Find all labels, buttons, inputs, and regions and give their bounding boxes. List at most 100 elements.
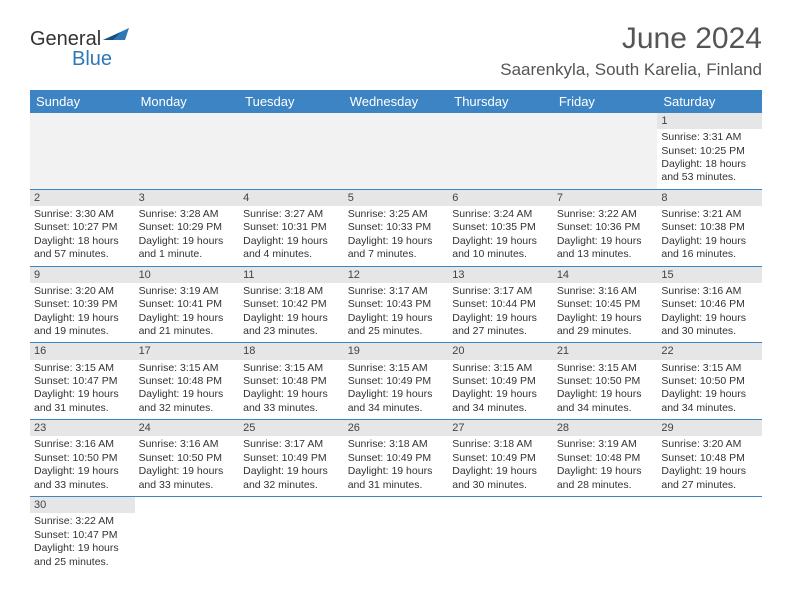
daylight-text: Daylight: 19 hours and 10 minutes. [452, 235, 549, 262]
sunset-text: Sunset: 10:33 PM [348, 221, 445, 234]
calendar-cell: 24Sunrise: 3:16 AMSunset: 10:50 PMDaylig… [135, 420, 240, 497]
day-number: 5 [344, 190, 449, 206]
sunrise-text: Sunrise: 3:16 AM [139, 438, 236, 451]
sunset-text: Sunset: 10:29 PM [139, 221, 236, 234]
calendar-cell: 6Sunrise: 3:24 AMSunset: 10:35 PMDayligh… [448, 189, 553, 266]
day-header: Friday [553, 90, 658, 113]
daylight-text: Daylight: 19 hours and 32 minutes. [139, 388, 236, 415]
title-block: June 2024 Saarenkyla, South Karelia, Fin… [500, 22, 762, 80]
calendar-cell [239, 497, 344, 573]
daylight-text: Daylight: 19 hours and 21 minutes. [139, 312, 236, 339]
day-header: Thursday [448, 90, 553, 113]
calendar-cell: 3 Sunrise: 3:28 AMSunset: 10:29 PMDayligh… [135, 189, 240, 266]
day-number: 18 [239, 343, 344, 359]
daylight-text: Daylight: 19 hours and 27 minutes. [452, 312, 549, 339]
calendar-cell [344, 497, 449, 573]
day-number: 3 [135, 190, 240, 206]
location: Saarenkyla, South Karelia, Finland [500, 60, 762, 80]
sunrise-text: Sunrise: 3:25 AM [348, 208, 445, 221]
calendar-table: Sunday Monday Tuesday Wednesday Thursday… [30, 90, 762, 573]
sunset-text: Sunset: 10:42 PM [243, 298, 340, 311]
day-number: 6 [448, 190, 553, 206]
sunset-text: Sunset: 10:47 PM [34, 529, 131, 542]
sunset-text: Sunset: 10:50 PM [557, 375, 654, 388]
calendar-cell: 10 Sunrise: 3:19 AMSunset: 10:41 PMDaylig… [135, 266, 240, 343]
sunrise-text: Sunrise: 3:15 AM [139, 362, 236, 375]
calendar-cell: 19Sunrise: 3:15 AMSunset: 10:49 PMDaylig… [344, 343, 449, 420]
daylight-text: Daylight: 19 hours and 19 minutes. [34, 312, 131, 339]
sunset-text: Sunset: 10:49 PM [243, 452, 340, 465]
day-number: 29 [657, 420, 762, 436]
daylight-text: Daylight: 18 hours and 57 minutes. [34, 235, 131, 262]
empty-day [448, 113, 553, 129]
daylight-text: Daylight: 19 hours and 25 minutes. [34, 542, 131, 569]
day-number: 30 [30, 497, 135, 513]
day-number: 12 [344, 267, 449, 283]
daylight-text: Daylight: 19 hours and 29 minutes. [557, 312, 654, 339]
sunrise-text: Sunrise: 3:28 AM [139, 208, 236, 221]
daylight-text: Daylight: 19 hours and 30 minutes. [452, 465, 549, 492]
sunrise-text: Sunrise: 3:20 AM [661, 438, 758, 451]
sunset-text: Sunset: 10:49 PM [452, 375, 549, 388]
calendar-week: 16Sunrise: 3:15 AMSunset: 10:47 PMDaylig… [30, 343, 762, 420]
day-number: 10 [135, 267, 240, 283]
sunset-text: Sunset: 10:39 PM [34, 298, 131, 311]
calendar-cell: 14 Sunrise: 3:16 AMSunset: 10:45 PMDaylig… [553, 266, 658, 343]
sunrise-text: Sunrise: 3:16 AM [557, 285, 654, 298]
calendar-cell: 21Sunrise: 3:15 AMSunset: 10:50 PMDaylig… [553, 343, 658, 420]
sunset-text: Sunset: 10:50 PM [139, 452, 236, 465]
calendar-cell: 20Sunrise: 3:15 AMSunset: 10:49 PMDaylig… [448, 343, 553, 420]
daylight-text: Daylight: 18 hours and 53 minutes. [661, 158, 758, 185]
day-number: 8 [657, 190, 762, 206]
sunset-text: Sunset: 10:49 PM [348, 375, 445, 388]
calendar-cell [30, 113, 135, 189]
daylight-text: Daylight: 19 hours and 27 minutes. [661, 465, 758, 492]
calendar-cell: 2Sunrise: 3:30 AMSunset: 10:27 PMDayligh… [30, 189, 135, 266]
sunrise-text: Sunrise: 3:17 AM [452, 285, 549, 298]
calendar-cell [239, 113, 344, 189]
daylight-text: Daylight: 19 hours and 25 minutes. [348, 312, 445, 339]
calendar-cell: 1Sunrise: 3:31 AMSunset: 10:25 PMDayligh… [657, 113, 762, 189]
day-number: 14 [553, 267, 658, 283]
calendar-cell [135, 113, 240, 189]
day-header: Wednesday [344, 90, 449, 113]
sunrise-text: Sunrise: 3:15 AM [34, 362, 131, 375]
daylight-text: Daylight: 19 hours and 32 minutes. [243, 465, 340, 492]
sunset-text: Sunset: 10:45 PM [557, 298, 654, 311]
calendar-cell: 15Sunrise: 3:16 AMSunset: 10:46 PMDaylig… [657, 266, 762, 343]
sunrise-text: Sunrise: 3:30 AM [34, 208, 131, 221]
calendar-cell [657, 497, 762, 573]
day-header: Sunday [30, 90, 135, 113]
daylight-text: Daylight: 19 hours and 1 minute. [139, 235, 236, 262]
calendar-cell: 16Sunrise: 3:15 AMSunset: 10:47 PMDaylig… [30, 343, 135, 420]
logo-line2: Blue [30, 48, 112, 71]
day-number: 21 [553, 343, 658, 359]
daylight-text: Daylight: 19 hours and 13 minutes. [557, 235, 654, 262]
daylight-text: Daylight: 19 hours and 16 minutes. [661, 235, 758, 262]
sunset-text: Sunset: 10:48 PM [139, 375, 236, 388]
month-title: June 2024 [500, 22, 762, 56]
calendar-cell: 13Sunrise: 3:17 AMSunset: 10:44 PMDaylig… [448, 266, 553, 343]
sunset-text: Sunset: 10:41 PM [139, 298, 236, 311]
daylight-text: Daylight: 19 hours and 34 minutes. [348, 388, 445, 415]
daylight-text: Daylight: 19 hours and 33 minutes. [139, 465, 236, 492]
daylight-text: Daylight: 19 hours and 34 minutes. [452, 388, 549, 415]
sunrise-text: Sunrise: 3:19 AM [139, 285, 236, 298]
daylight-text: Daylight: 19 hours and 30 minutes. [661, 312, 758, 339]
calendar-week: 30Sunrise: 3:22 AMSunset: 10:47 PMDaylig… [30, 497, 762, 573]
sunrise-text: Sunrise: 3:31 AM [661, 131, 758, 144]
sunrise-text: Sunrise: 3:18 AM [348, 438, 445, 451]
sunset-text: Sunset: 10:46 PM [661, 298, 758, 311]
sunrise-text: Sunrise: 3:16 AM [661, 285, 758, 298]
daylight-text: Daylight: 19 hours and 31 minutes. [348, 465, 445, 492]
day-number: 9 [30, 267, 135, 283]
calendar-cell: 29Sunrise: 3:20 AMSunset: 10:48 PMDaylig… [657, 420, 762, 497]
day-header: Tuesday [239, 90, 344, 113]
sunset-text: Sunset: 10:43 PM [348, 298, 445, 311]
sunrise-text: Sunrise: 3:19 AM [557, 438, 654, 451]
sunset-text: Sunset: 10:50 PM [661, 375, 758, 388]
sunrise-text: Sunrise: 3:17 AM [243, 438, 340, 451]
day-header-row: Sunday Monday Tuesday Wednesday Thursday… [30, 90, 762, 113]
sunrise-text: Sunrise: 3:24 AM [452, 208, 549, 221]
calendar-cell: 12Sunrise: 3:17 AMSunset: 10:43 PMDaylig… [344, 266, 449, 343]
